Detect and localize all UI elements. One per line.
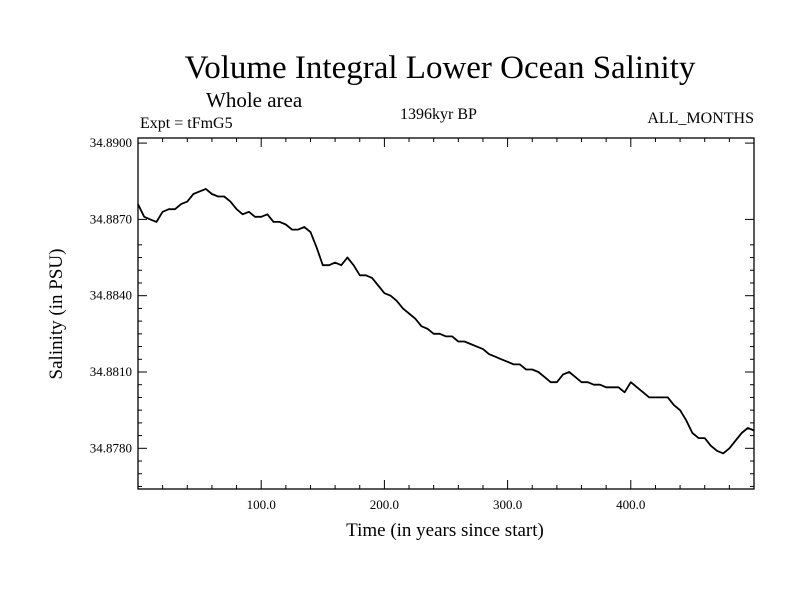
series-line-salinity [137,187,755,455]
x-axis-title: Time (in years since start) [346,520,544,541]
y-tick-label: 34.8780 [90,440,132,455]
period-label: 1396kyr BP [400,106,477,123]
months-label: ALL_MONTHS [647,110,754,127]
y-tick-label: 34.8840 [90,288,132,303]
chart-subtitle: Whole area [206,88,303,112]
chart-title: Volume Integral Lower Ocean Salinity [184,50,696,86]
x-tick-label: 300.0 [493,497,522,512]
x-tick-label: 100.0 [247,497,276,512]
experiment-label: Expt = tFmG5 [140,115,233,132]
y-tick-label: 34.8900 [90,135,132,150]
plot-frame [137,137,755,490]
y-axis-title: Salinity (in PSU) [46,249,67,380]
y-tick-label: 34.8810 [90,364,132,379]
x-tick-label: 200.0 [370,497,399,512]
x-tick-label: 400.0 [616,497,645,512]
y-tick-label: 34.8870 [90,211,132,226]
plot-area: 100.0 200.0 300.0 400.0 34.8780 34.8810 34.884… [90,135,755,512]
